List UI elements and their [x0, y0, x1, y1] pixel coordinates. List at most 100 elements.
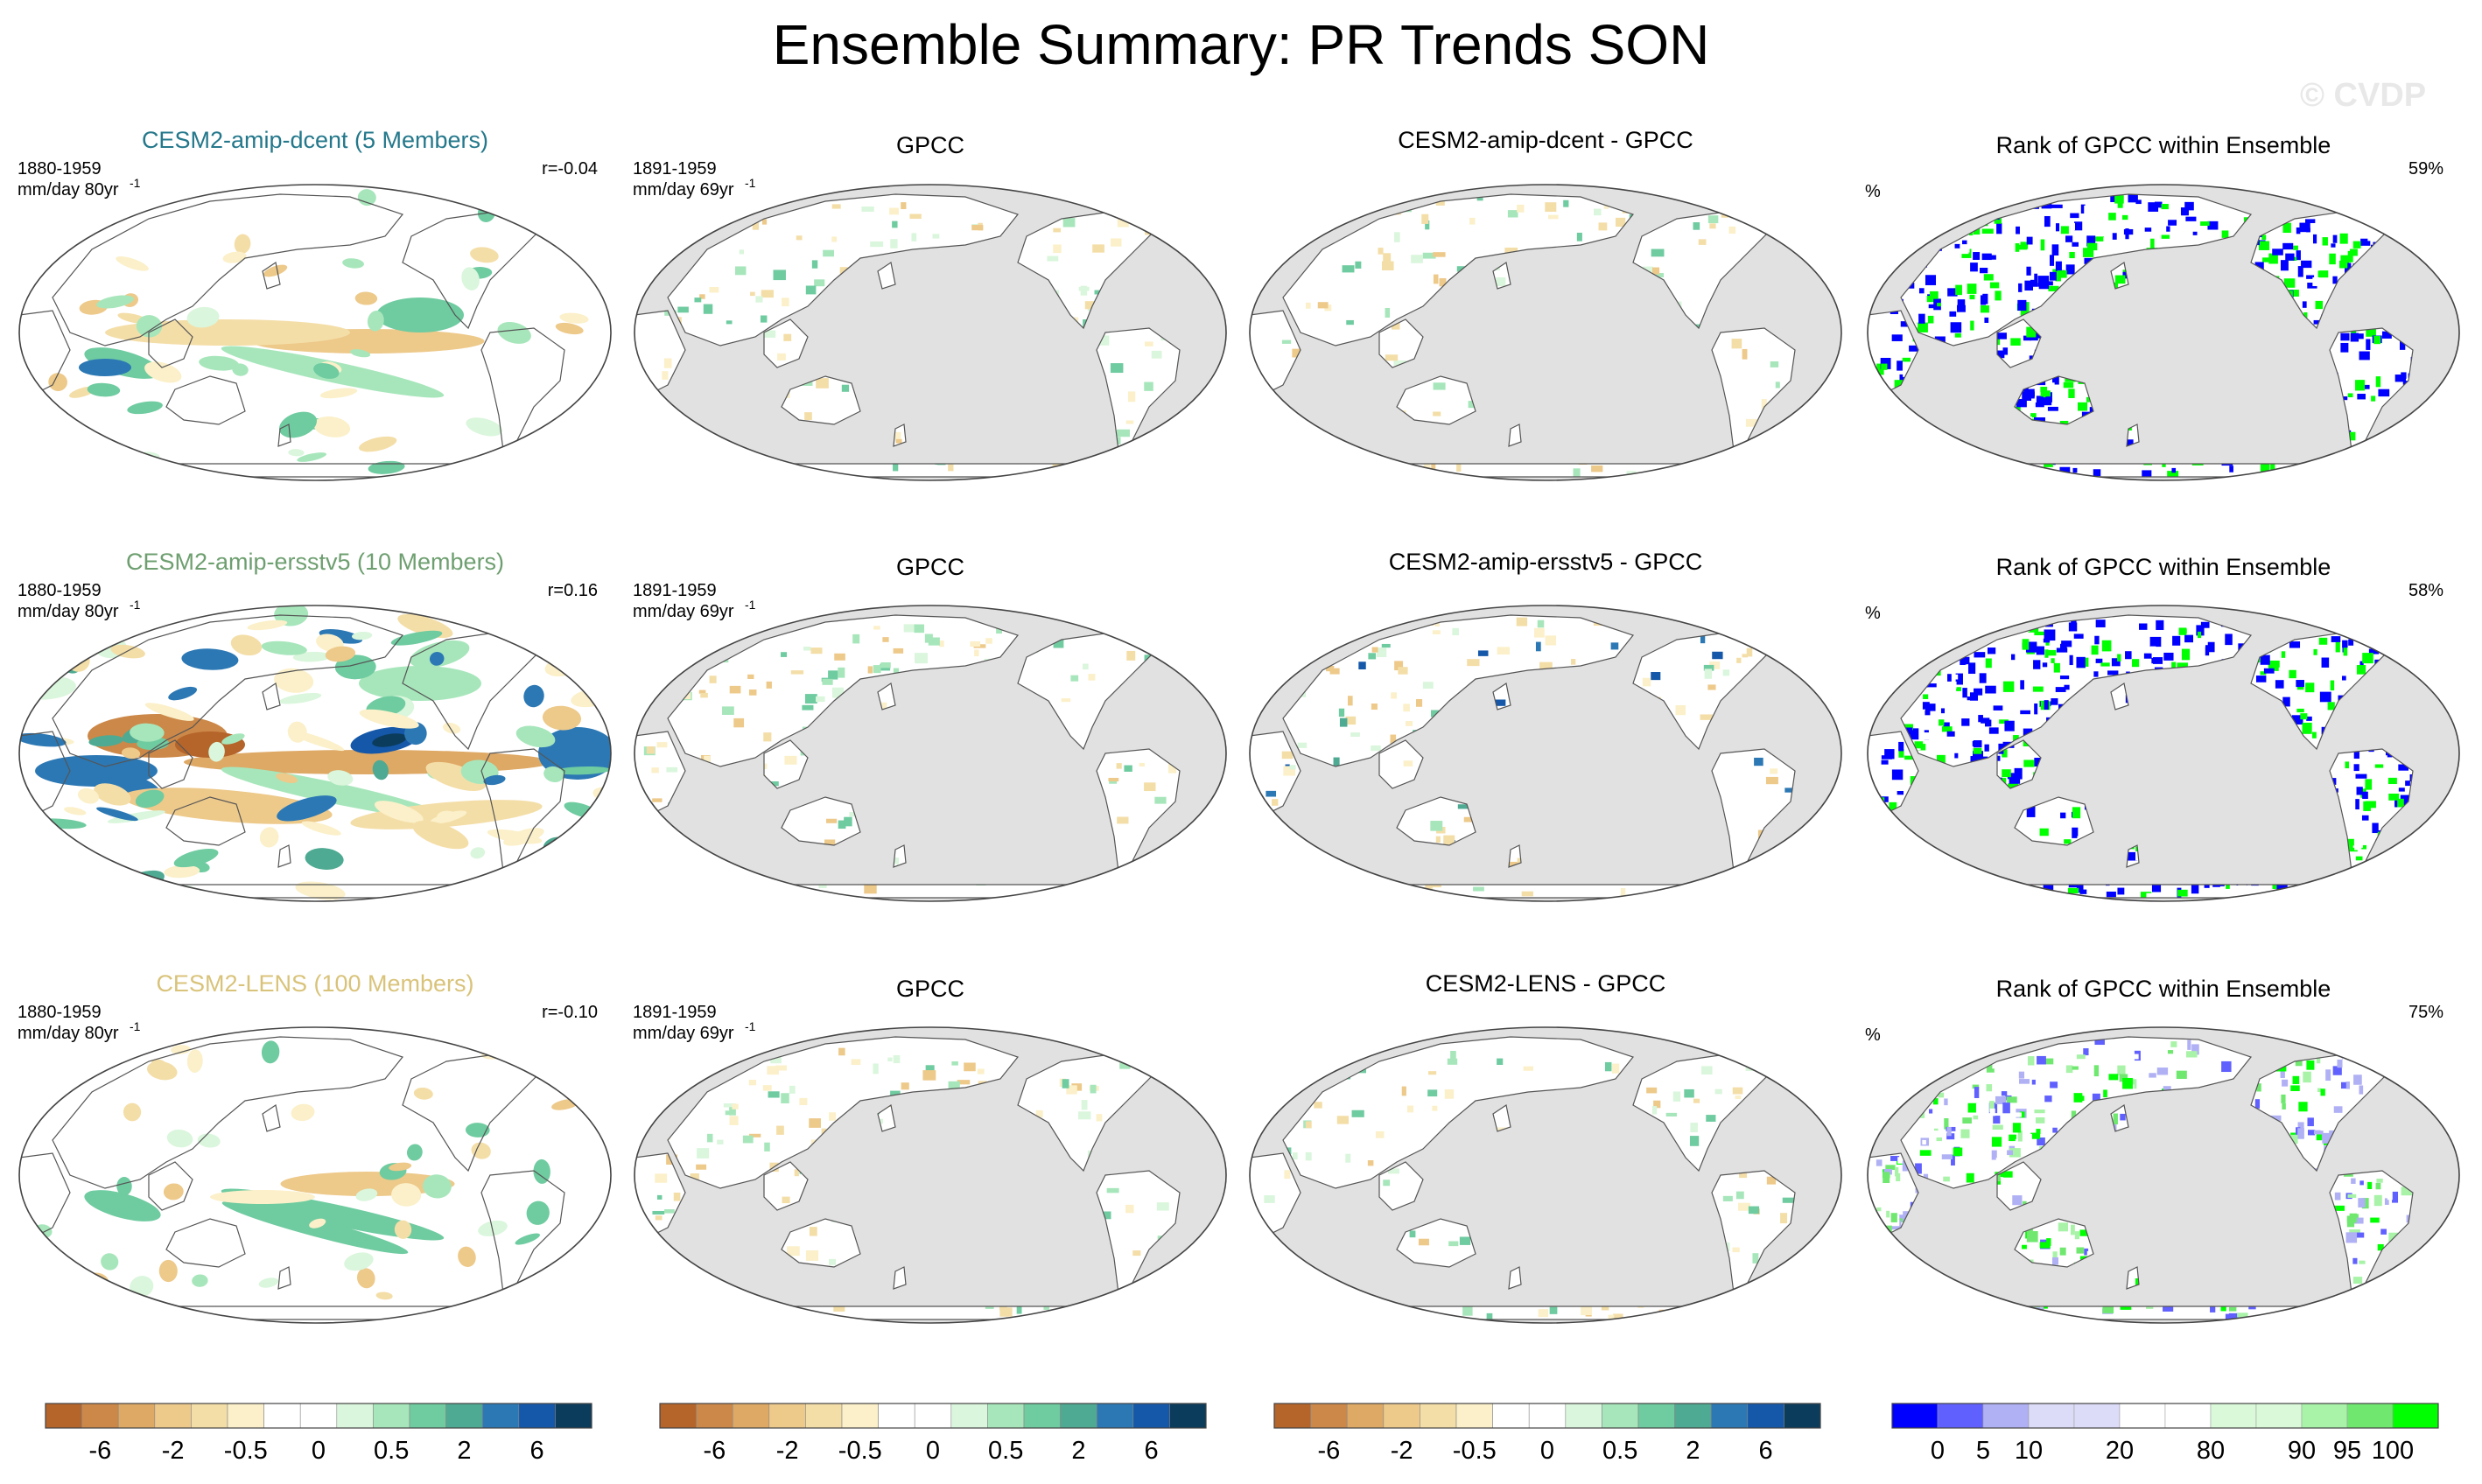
colorbar-label: -6	[1318, 1437, 1341, 1465]
coastline-japan	[262, 682, 281, 710]
figure-title: Ensemble Summary: PR Trends SON	[772, 13, 1710, 76]
colorbar-swatch	[1096, 1403, 1134, 1429]
map-model-r1	[18, 605, 612, 902]
land-greenland	[2400, 613, 2443, 644]
coastline-greenland	[1166, 612, 1212, 645]
colorbar-swatch	[1674, 1403, 1712, 1429]
panel-title-obs-r0: GPCC	[895, 132, 964, 158]
coastline-seasia	[763, 318, 809, 368]
colorbar-swatch	[1602, 1403, 1639, 1429]
colorbar-label: 0	[1931, 1437, 1945, 1465]
colorbar-label: 5	[1976, 1437, 1990, 1465]
coastline-greenland	[2399, 192, 2445, 224]
land-seasia	[1379, 1162, 1423, 1210]
colorbar-swatch	[696, 1403, 733, 1429]
coastline-australia	[165, 375, 246, 425]
land-samerica	[1097, 1171, 1180, 1293]
colorbar-pr-1: -6 -2 -0.5 0 0.5 2 6	[45, 1403, 592, 1465]
land-seasia	[1379, 740, 1423, 788]
units-rank-r2: %	[1865, 1026, 1881, 1045]
land-eurasia	[1283, 1037, 1633, 1188]
colorbar-swatch	[2255, 1403, 2303, 1429]
land-greenland	[2400, 1035, 2443, 1066]
coastline-seasia	[148, 739, 193, 789]
coastline-japan	[262, 262, 281, 290]
colorbar-swatch	[659, 1403, 697, 1429]
coastline-nz	[1508, 424, 1522, 447]
map-obs-r0	[634, 184, 1227, 481]
colorbar-swatch	[227, 1403, 264, 1429]
land-greenland	[1782, 192, 1826, 223]
colorbar-label: -0.5	[1453, 1437, 1497, 1465]
map-border	[1249, 184, 1842, 481]
land-namerica	[1633, 210, 1773, 328]
colorbar-swatch	[518, 1403, 556, 1429]
colorbar-swatch	[2073, 1403, 2121, 1429]
colorbar-swatch	[950, 1403, 988, 1429]
units-model-r1: mm/day 80yr	[18, 602, 119, 621]
coastline-nz	[1508, 1266, 1522, 1290]
corr-model-r0: r=-0.04	[542, 159, 598, 178]
panel-title-rank-r1: Rank of GPCC within Ensemble	[1995, 554, 2331, 580]
coastline-africa	[1250, 310, 1301, 399]
coastline-greenland	[1166, 1034, 1212, 1067]
coastline-greenland	[2399, 612, 2445, 645]
coastline-greenland	[1781, 612, 1827, 645]
colorbar-pr-3: -6 -2 -0.5 0 0.5 2 6	[1273, 1403, 1821, 1465]
coastline-australia	[781, 796, 861, 846]
coastline-eurasia	[1900, 614, 2253, 767]
coastline-eurasia	[1900, 193, 2253, 346]
land-greenland	[1167, 1035, 1210, 1066]
colorbar-swatch	[841, 1403, 879, 1429]
colorbar-swatch	[299, 1403, 338, 1429]
coastline-africa	[635, 1152, 686, 1242]
map-diff-r2	[1249, 1026, 1842, 1324]
land-japan	[878, 262, 895, 289]
colorbar-swatch	[1060, 1403, 1097, 1429]
coastline-seasia	[763, 739, 809, 789]
map-border	[634, 1026, 1227, 1324]
coastline-australia	[165, 1218, 246, 1268]
map-border	[18, 1026, 612, 1324]
colorbar-label: -0.5	[224, 1437, 268, 1465]
coastline-japan	[877, 1104, 896, 1132]
coastline-africa	[1868, 1152, 1919, 1242]
units-sup-model-r1: -1	[130, 598, 141, 612]
period-model-r2: 1880-1959	[18, 1003, 102, 1022]
coastline-australia	[2014, 375, 2094, 425]
panel-title-diff-r0: CESM2-amip-dcent - GPCC	[1398, 127, 1693, 153]
map-model-r0	[18, 184, 612, 481]
panel-title-obs-r2: GPCC	[895, 976, 964, 1002]
colorbar-label: 95	[2333, 1437, 2361, 1465]
coastline-seasia	[1996, 739, 2042, 789]
coastline-africa	[19, 310, 71, 399]
coastline-japan	[1492, 1104, 1511, 1132]
coastline-nz	[2126, 1266, 2140, 1290]
coastline-eurasia	[1282, 193, 1635, 346]
colorbar-swatch	[1528, 1403, 1567, 1429]
coastline-greenland	[550, 192, 597, 224]
units-sup-obs-r0: -1	[745, 176, 756, 190]
colorbar-label: 90	[2288, 1437, 2316, 1465]
land-nz	[894, 1267, 906, 1289]
colorbar-swatch	[1492, 1403, 1530, 1429]
corr-model-r1: r=0.16	[547, 581, 598, 600]
coastline-africa	[1868, 310, 1919, 399]
coastline-nz	[277, 1266, 291, 1290]
units-rank-r1: %	[1865, 604, 1881, 623]
units-sup-obs-r2: -1	[745, 1019, 756, 1033]
colorbar-label: 10	[2015, 1437, 2043, 1465]
colorbar-label: 100	[2372, 1437, 2414, 1465]
colorbar-label: 80	[2197, 1437, 2225, 1465]
map-border	[1867, 184, 2460, 481]
coastline-japan	[262, 1104, 281, 1132]
land-japan	[2111, 683, 2128, 710]
map-obs-r1	[634, 605, 1227, 902]
map-diff-r1	[1249, 605, 1842, 902]
land-greenland	[2400, 192, 2443, 223]
colorbar-swatch	[1420, 1403, 1457, 1429]
colorbar-swatch	[373, 1403, 410, 1429]
period-model-r0: 1880-1959	[18, 159, 102, 178]
colorbar-swatch	[1169, 1403, 1207, 1429]
